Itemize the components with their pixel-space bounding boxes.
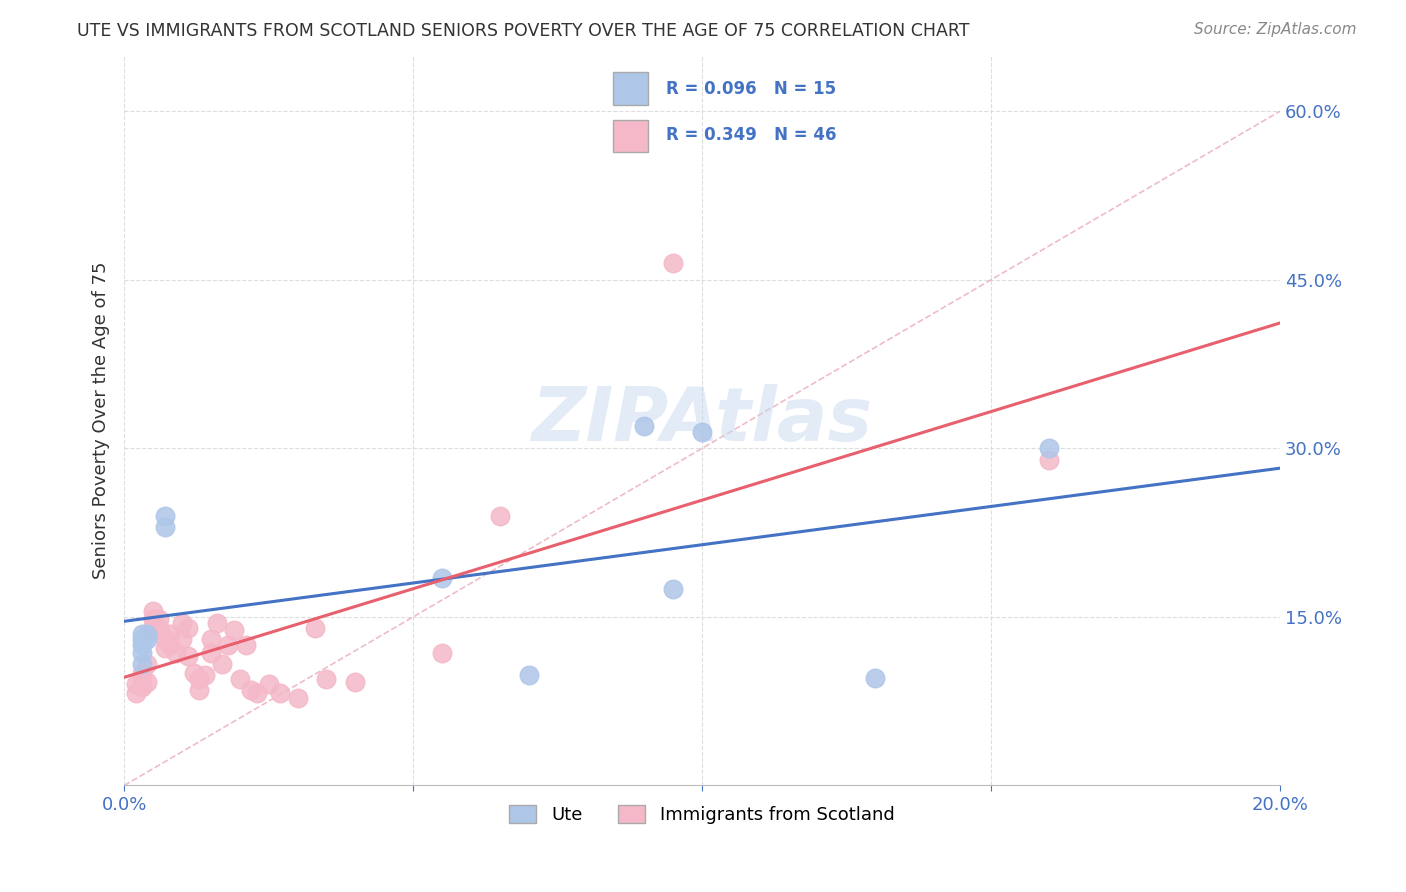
Point — [148, 612, 170, 626]
Y-axis label: Seniors Poverty Over the Age of 75: Seniors Poverty Over the Age of 75 — [93, 261, 110, 579]
Point — [153, 508, 176, 523]
Point — [690, 425, 713, 439]
Point — [153, 632, 176, 647]
Point — [662, 256, 685, 270]
Point — [304, 621, 326, 635]
Point — [125, 677, 148, 691]
Point — [1038, 442, 1060, 456]
Point — [159, 638, 181, 652]
Point — [142, 612, 165, 626]
Point — [430, 571, 453, 585]
Point — [488, 508, 510, 523]
Point — [136, 632, 159, 647]
Point — [235, 638, 257, 652]
Point — [430, 646, 453, 660]
Point — [131, 638, 153, 652]
Point — [142, 604, 165, 618]
Point — [344, 675, 367, 690]
Point — [153, 520, 176, 534]
Point — [188, 682, 211, 697]
Point — [257, 677, 280, 691]
Point — [131, 657, 153, 672]
Point — [194, 668, 217, 682]
Point — [200, 646, 222, 660]
Point — [165, 646, 187, 660]
Point — [517, 668, 540, 682]
Point — [136, 675, 159, 690]
Point — [188, 672, 211, 686]
Point — [200, 632, 222, 647]
Point — [183, 666, 205, 681]
Point — [865, 671, 887, 685]
Point — [142, 624, 165, 638]
Point — [177, 649, 200, 664]
Point — [229, 672, 252, 686]
Point — [662, 582, 685, 596]
Legend: Ute, Immigrants from Scotland: Ute, Immigrants from Scotland — [502, 797, 901, 831]
Point — [136, 657, 159, 672]
Point — [246, 686, 269, 700]
Point — [125, 686, 148, 700]
Point — [131, 627, 153, 641]
Point — [177, 621, 200, 635]
Point — [131, 666, 153, 681]
Text: ZIPAtlas: ZIPAtlas — [531, 384, 873, 457]
Point — [287, 690, 309, 705]
Point — [131, 680, 153, 694]
Point — [136, 627, 159, 641]
Point — [131, 632, 153, 647]
Point — [205, 615, 228, 630]
Point — [148, 621, 170, 635]
Point — [633, 418, 655, 433]
Point — [159, 627, 181, 641]
Point — [315, 672, 337, 686]
Point — [217, 638, 239, 652]
Point — [142, 619, 165, 633]
Point — [131, 672, 153, 686]
Text: Source: ZipAtlas.com: Source: ZipAtlas.com — [1194, 22, 1357, 37]
Point — [153, 641, 176, 656]
Text: UTE VS IMMIGRANTS FROM SCOTLAND SENIORS POVERTY OVER THE AGE OF 75 CORRELATION C: UTE VS IMMIGRANTS FROM SCOTLAND SENIORS … — [77, 22, 970, 40]
Point — [170, 632, 193, 647]
Point — [170, 615, 193, 630]
Point — [269, 686, 291, 700]
Point — [1038, 452, 1060, 467]
Point — [131, 646, 153, 660]
Point — [222, 624, 245, 638]
Point — [240, 682, 263, 697]
Point — [211, 657, 233, 672]
